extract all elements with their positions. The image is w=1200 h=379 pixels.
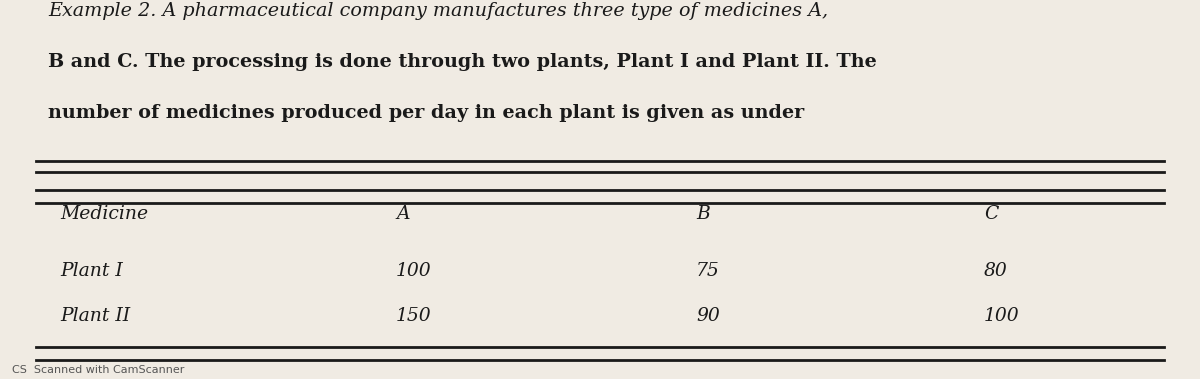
Text: 90: 90 — [696, 307, 720, 326]
Text: 80: 80 — [984, 262, 1008, 280]
Text: Plant I: Plant I — [60, 262, 122, 280]
Text: CS  Scanned with CamScanner: CS Scanned with CamScanner — [12, 365, 185, 375]
Text: 100: 100 — [396, 262, 432, 280]
Text: A: A — [396, 205, 409, 223]
Text: 150: 150 — [396, 307, 432, 326]
Text: Medicine: Medicine — [60, 205, 148, 223]
Text: B: B — [696, 205, 709, 223]
Text: Example 2. A pharmaceutical company manufactures three type of medicines A,: Example 2. A pharmaceutical company manu… — [48, 2, 828, 20]
Text: Plant II: Plant II — [60, 307, 130, 326]
Text: C: C — [984, 205, 998, 223]
Text: number of medicines produced per day in each plant is given as under: number of medicines produced per day in … — [48, 104, 804, 122]
Text: B and C. The processing is done through two plants, Plant I and Plant II. The: B and C. The processing is done through … — [48, 53, 877, 71]
Text: 75: 75 — [696, 262, 720, 280]
Text: 100: 100 — [984, 307, 1020, 326]
